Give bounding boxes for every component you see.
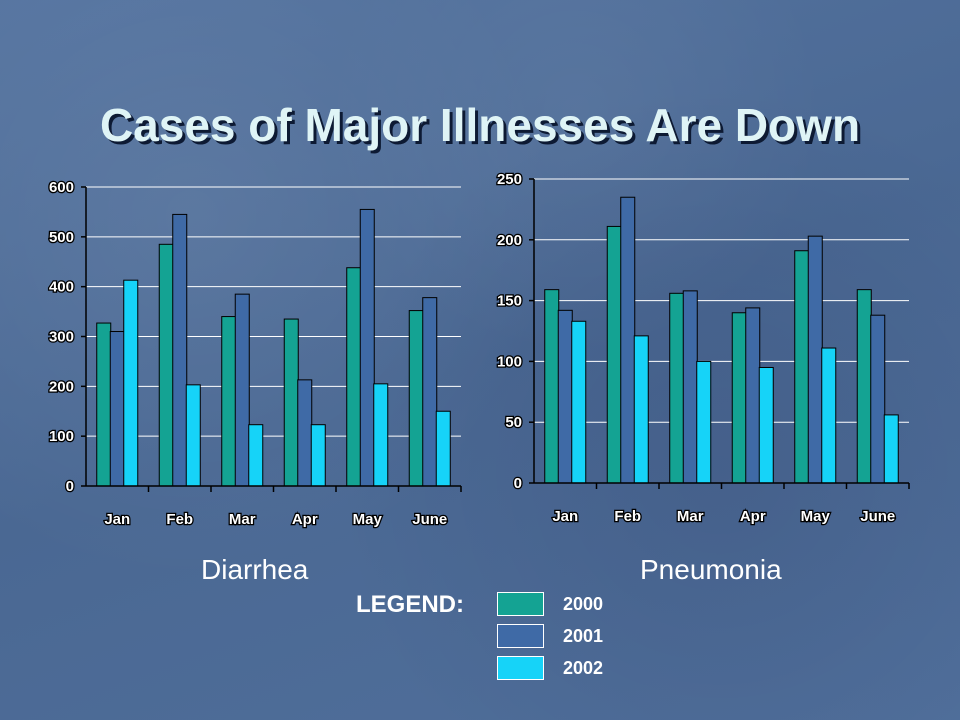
diarrhea-y-tick-label: 0 — [66, 478, 74, 495]
pneumonia-bar-2001-june — [870, 314, 886, 484]
pneumonia-x-tick-label-mar: Mar — [677, 508, 704, 525]
legend-swatch-2002 — [497, 656, 544, 680]
pneumonia-y-tick-label: 0 — [514, 475, 522, 492]
pneumonia-y-tick-label: 50 — [505, 414, 522, 431]
pneumonia-bar-2002-jan — [571, 320, 587, 484]
diarrhea-x-tick-label-feb: Feb — [166, 511, 193, 528]
pneumonia-bar-2002-may — [821, 347, 837, 484]
legend-label: LEGEND: — [356, 591, 464, 618]
legend-text-2002: 2002 — [563, 658, 604, 678]
pneumonia-bar-2002-mar — [696, 360, 712, 484]
diarrhea-y-tick-label: 500 — [49, 229, 74, 246]
diarrhea-x-tick-label-may: May — [353, 511, 383, 528]
pneumonia-bar-2000-apr — [731, 312, 747, 484]
pneumonia-x-tick-label-may: May — [801, 508, 831, 525]
pneumonia-bar-2000-jan — [544, 289, 560, 484]
legend-text-2000: 2000 — [563, 594, 604, 614]
diarrhea-x-tick-label-mar: Mar — [229, 511, 256, 528]
pneumonia-x-tick-label-june: June — [860, 508, 895, 525]
diarrhea-y-tick-label: 100 — [49, 428, 74, 445]
pneumonia-chart-caption: Pneumonia — [640, 554, 782, 585]
pneumonia-bar-2002-june — [883, 414, 899, 484]
pneumonia-bar-2001-may — [807, 235, 823, 484]
diarrhea-x-tick-label-apr: Apr — [292, 511, 318, 528]
pneumonia-y-tick-label: 150 — [497, 293, 522, 310]
diarrhea-y-tick-label: 600 — [49, 179, 74, 196]
legend-text-2001: 2001 — [563, 626, 604, 646]
diarrhea-bar-chart: Jan Feb Mar Apr May June 0 100 200 300 400 500 600 — [48, 178, 462, 529]
pneumonia-x-tick-label-feb: Feb — [614, 508, 641, 525]
pneumonia-x-tick-label-jan: Jan — [552, 508, 578, 525]
pneumonia-bar-2000-june — [856, 289, 872, 484]
pneumonia-bar-2002-apr — [758, 366, 774, 484]
diarrhea-y-tick-label: 300 — [49, 329, 74, 346]
pneumonia-bar-2001-mar — [682, 290, 698, 484]
pneumonia-bar-2001-jan — [557, 309, 573, 484]
pneumonia-bar-2001-apr — [745, 307, 761, 484]
pneumonia-y-tick-label: 100 — [497, 353, 522, 370]
pneumonia-bar-2000-feb — [606, 225, 622, 484]
diarrhea-x-tick-label-jan: Jan — [104, 511, 130, 528]
diarrhea-y-tick-label: 400 — [49, 279, 74, 296]
pneumonia-y-tick-label: 200 — [497, 232, 522, 249]
pneumonia-bar-chart: Jan Feb Mar Apr May June 0 50 100 150 200 250 — [496, 170, 910, 526]
pneumonia-bar-2000-mar — [669, 292, 685, 484]
diarrhea-x-tick-label-june: June — [412, 511, 447, 528]
legend-swatch-2001 — [497, 624, 544, 648]
diarrhea-y-tick-label: 200 — [49, 378, 74, 395]
pneumonia-bar-2002-feb — [633, 335, 649, 484]
legend-swatch-2000 — [497, 592, 544, 616]
pneumonia-bar-2000-may — [794, 250, 810, 484]
pneumonia-y-tick-label: 250 — [497, 171, 522, 188]
pneumonia-bar-2001-feb — [620, 196, 636, 484]
pneumonia-x-tick-label-apr: Apr — [740, 508, 766, 525]
slide-title: Cases of Major Illnesses Are Down — [99, 99, 861, 151]
diarrhea-chart-caption: Diarrhea — [201, 554, 309, 585]
